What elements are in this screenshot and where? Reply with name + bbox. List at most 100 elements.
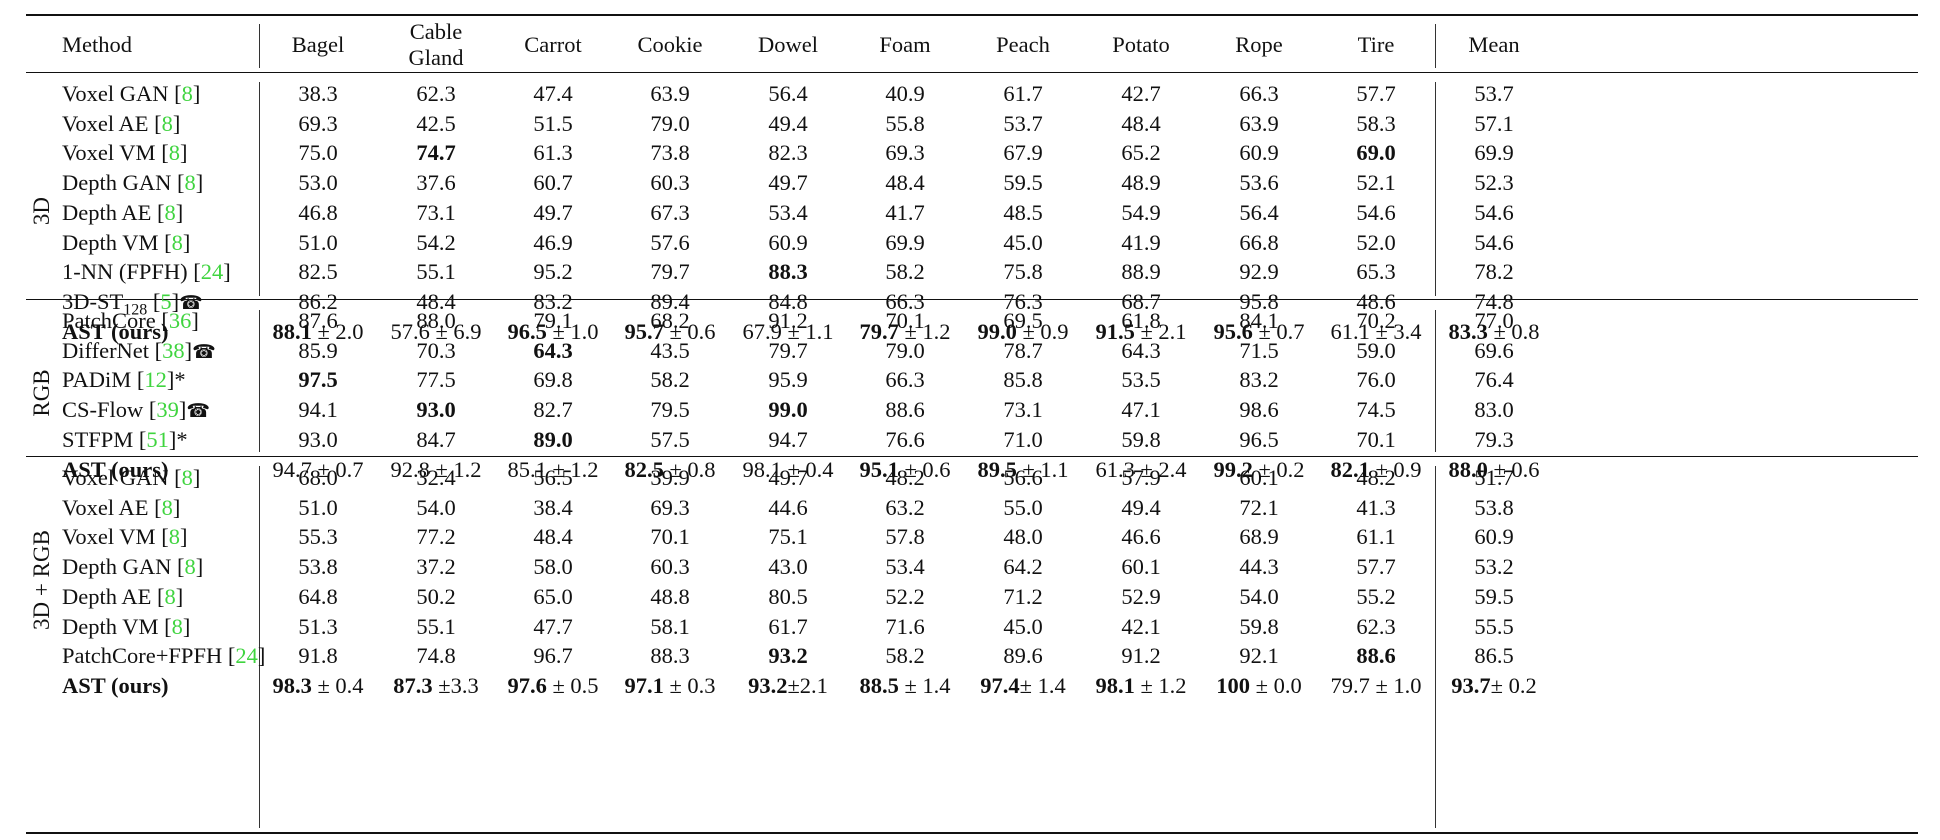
citation-link[interactable]: 8 — [184, 554, 196, 580]
value-cell: 67.9 — [1003, 138, 1042, 168]
value: 37.6 — [416, 170, 456, 196]
value: 69.3 — [650, 494, 690, 520]
value: 85.9 — [298, 337, 338, 363]
std-dev: ± 0.3 — [663, 672, 716, 698]
citation-link[interactable]: 51 — [146, 426, 169, 452]
value: 82.5 — [298, 259, 338, 285]
value-cell: 67.3 — [650, 198, 689, 228]
value-cell: 69.8 — [533, 365, 572, 395]
column-header: Carrot — [524, 32, 582, 57]
value: 61.3 — [1095, 456, 1135, 482]
value: 47.1 — [1121, 397, 1161, 423]
method-name: Voxel VM [8] — [62, 140, 188, 166]
std-dev: ± 0.7 — [311, 456, 364, 482]
method-label: PatchCore — [62, 308, 156, 333]
value-cell: 63.9 — [1239, 109, 1278, 139]
value-cell: 73.8 — [650, 138, 689, 168]
value-cell: 46.6 — [1121, 522, 1160, 552]
std-dev: ± 1.0 — [1369, 672, 1422, 698]
value: 93.0 — [298, 426, 338, 452]
value: 61.1 — [1356, 524, 1396, 550]
mid-rule — [26, 72, 1918, 73]
value: 74.8 — [1474, 288, 1514, 314]
value-cell: 38.3 — [298, 79, 337, 109]
value: 48.2 — [1356, 465, 1396, 490]
citation-link[interactable]: 24 — [235, 643, 258, 669]
citation-link[interactable]: 8 — [168, 140, 180, 166]
citation-link[interactable]: 5 — [160, 288, 172, 314]
value: 53.5 — [1121, 367, 1161, 393]
mean-cell: 53.2 — [1474, 552, 1513, 582]
method-label: 3D-ST — [62, 288, 124, 314]
citation-link[interactable]: 8 — [161, 110, 173, 136]
value: 97.6 — [507, 672, 547, 698]
value-cell: 69.3 — [885, 138, 924, 168]
value-cell: 98.1 ± 1.2 — [1095, 671, 1186, 701]
value-cell: 61.1 ± 3.4 — [1330, 317, 1421, 347]
citation-link[interactable]: 36 — [168, 308, 192, 333]
value-cell: 51.5 — [533, 109, 572, 139]
citation-link[interactable]: 8 — [164, 199, 176, 225]
value-cell: 68.9 — [1239, 522, 1278, 552]
value-cell: 55.0 — [1003, 493, 1042, 523]
value-cell: 95.2 — [533, 257, 572, 287]
citation-link[interactable]: 8 — [171, 613, 183, 639]
value-cell: 80.5 — [768, 582, 807, 612]
method-label: Voxel GAN — [62, 81, 169, 106]
value: 69.9 — [1474, 140, 1514, 166]
value: 59.0 — [1356, 337, 1396, 363]
value-cell: 52.1 — [1356, 168, 1395, 198]
mean-cell: 76.4 — [1474, 365, 1513, 395]
value: 68.2 — [650, 308, 690, 333]
value-cell: 96.5 — [1239, 425, 1278, 455]
value: 68.7 — [1121, 288, 1161, 314]
citation-link[interactable]: 8 — [181, 81, 193, 106]
method-name: AST (ours) — [62, 455, 168, 485]
value: 58.2 — [650, 367, 690, 393]
std-dev: ± 1.1 — [1016, 456, 1069, 482]
bottom-rule — [26, 832, 1918, 834]
citation-link[interactable]: 8 — [181, 465, 193, 490]
citation-link[interactable]: 39 — [156, 397, 179, 423]
std-dev: ± 0.7 — [1252, 318, 1305, 344]
value-cell: 70.2 — [1356, 306, 1395, 336]
value: 74.7 — [416, 140, 456, 166]
value-cell: 94.7 ± 0.7 — [272, 455, 363, 485]
std-dev: ± 2.4 — [1134, 456, 1187, 482]
citation-link[interactable]: 12 — [144, 367, 167, 393]
mean-cell: 54.6 — [1474, 228, 1513, 258]
group-label: 3D + RGB — [29, 529, 54, 630]
citation-link[interactable]: 8 — [164, 583, 176, 609]
value: 96.5 — [1239, 426, 1279, 452]
value-cell: 69.9 — [885, 228, 924, 258]
value-cell: 85.1 ± 1.2 — [507, 455, 598, 485]
citation-link[interactable]: 8 — [161, 494, 173, 520]
value-cell: 78.7 — [1003, 336, 1042, 366]
citation-link[interactable]: 8 — [168, 524, 180, 550]
value-cell: 58.1 — [650, 612, 689, 642]
value-cell: 98.3 ± 0.4 — [272, 671, 363, 701]
value: 84.1 — [1239, 308, 1279, 333]
citation-link[interactable]: 8 — [184, 170, 196, 196]
value-cell: 37.2 — [416, 552, 455, 582]
value: 50.2 — [416, 583, 456, 609]
value-cell: 41.9 — [1121, 228, 1160, 258]
value: 66.8 — [1239, 229, 1279, 255]
value-cell: 43.5 — [650, 336, 689, 366]
value-cell: 77.5 — [416, 365, 455, 395]
value-cell: 72.1 — [1239, 493, 1278, 523]
citation-link[interactable]: 8 — [171, 229, 183, 255]
value: 62.3 — [416, 81, 456, 106]
value: 46.9 — [533, 229, 573, 255]
citation-link[interactable]: 24 — [200, 259, 224, 285]
value-cell: 55.2 — [1356, 582, 1395, 612]
citation-link[interactable]: 38 — [162, 337, 185, 363]
value-cell: 58.2 — [885, 641, 924, 671]
value-cell: 58.3 — [1356, 109, 1395, 139]
value: 61.1 — [1330, 318, 1370, 344]
value: 67.9 — [742, 318, 782, 344]
value: 75.8 — [1003, 259, 1043, 285]
value-cell: 55.3 — [298, 522, 337, 552]
value-cell: 47.4 — [533, 79, 572, 109]
value-cell: 60.9 — [768, 228, 807, 258]
